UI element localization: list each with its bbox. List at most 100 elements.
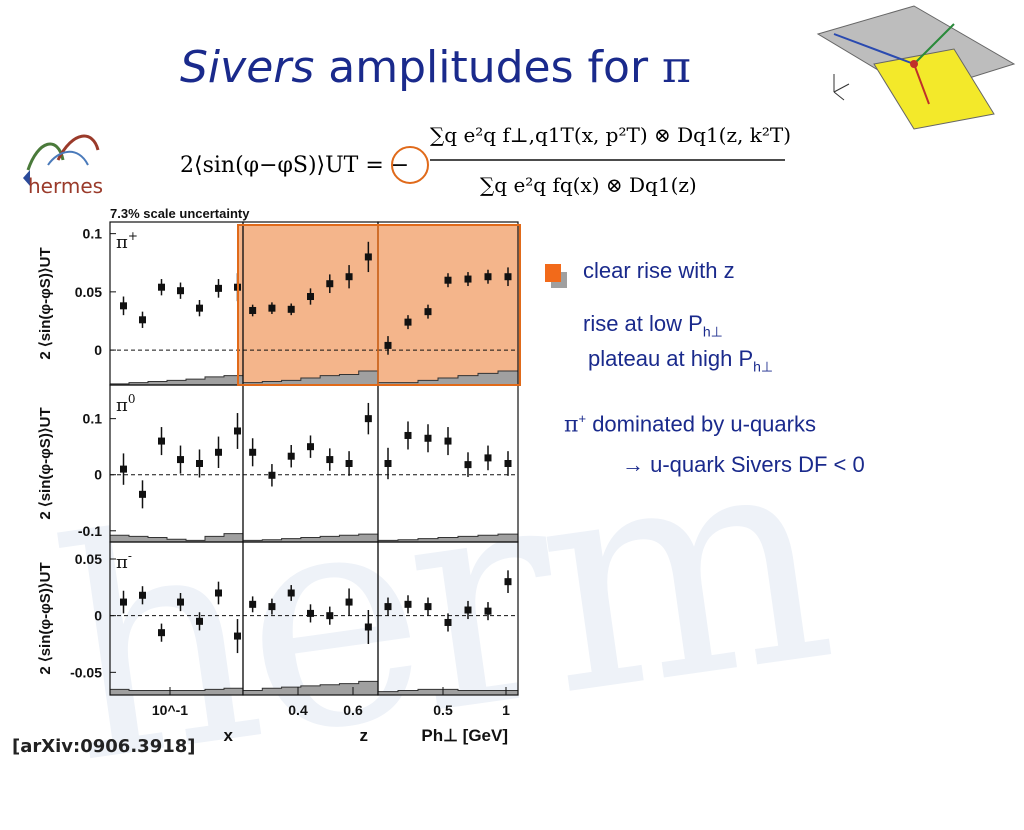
bullet-sivers-df: → u-quark Sivers DF < 0 (622, 452, 865, 478)
data-point (307, 609, 314, 617)
data-point (249, 448, 257, 456)
data-point (196, 617, 203, 625)
slide-title: Sivers amplitudes for π (180, 42, 691, 93)
data-point (158, 629, 165, 637)
y-axis-label: 2 ⟨sin(φ-φS)⟩UT (37, 407, 54, 519)
data-point (364, 623, 372, 631)
data-point (444, 437, 452, 445)
formula-numerator: ∑q e²q f⊥,q1T(x, p²T) ⊗ Dq1(z, k²T) (430, 123, 791, 147)
bullet-rise-low-p-text: rise at low P (583, 311, 703, 336)
x-tick-label: 0.6 (343, 702, 363, 718)
particle-base: π (116, 232, 128, 253)
data-point (215, 448, 222, 456)
data-point (364, 415, 372, 423)
data-point (120, 302, 127, 310)
data-point (444, 618, 452, 626)
data-point (345, 598, 353, 606)
panel-frame (377, 541, 519, 696)
systematic-band (242, 533, 379, 543)
data-point (120, 598, 127, 606)
systematic-band (377, 688, 519, 696)
data-point (326, 456, 334, 464)
systematic-band (109, 533, 244, 543)
data-point (268, 471, 276, 479)
data-point (345, 273, 353, 281)
y-tick-label: 0.1 (83, 226, 103, 242)
x-tick-label: 0.5 (433, 702, 453, 718)
bullet-rise-low-p-sub: h⊥ (702, 323, 723, 340)
y-tick-label: -0.1 (78, 523, 102, 539)
highlight-region (238, 225, 520, 385)
particle-label: π0 (116, 392, 135, 416)
systematic-band (109, 375, 244, 386)
data-point (158, 437, 165, 445)
data-point (287, 589, 295, 597)
data-point (484, 273, 492, 281)
y-tick-label: 0.1 (83, 411, 103, 427)
panel-frame (109, 384, 244, 543)
data-point (424, 603, 432, 611)
systematic-band (109, 687, 244, 696)
bullet-plateau-text: plateau at high P (588, 346, 754, 371)
particle-label: π+ (116, 229, 138, 253)
x-tick-label: 1 (502, 702, 510, 718)
data-point (234, 632, 241, 640)
data-point (424, 308, 432, 316)
y-axis-label: 2 ⟨sin(φ-φS)⟩UT (37, 247, 54, 359)
data-point (177, 598, 184, 606)
x-tick-label: 0.4 (288, 702, 308, 718)
data-point (120, 465, 127, 473)
x-tick-label: 10^-1 (152, 702, 188, 718)
data-point (326, 280, 334, 288)
particle-charge: - (128, 549, 132, 563)
data-point (177, 287, 184, 295)
y-tick-label: 0 (94, 342, 102, 358)
pi-symbol: π (564, 412, 579, 438)
y-tick-label: 0.05 (75, 551, 102, 567)
data-point (484, 607, 492, 615)
x-axis-label: z (360, 726, 369, 745)
particle-base: π (116, 552, 128, 573)
bullet-rise-low-p: rise at low Ph⊥ (583, 311, 723, 340)
title-italic: Sivers (180, 42, 315, 93)
data-point (504, 460, 512, 467)
y-axis-label: 2 ⟨sin(φ-φS)⟩UT (37, 562, 54, 674)
data-point (384, 460, 392, 467)
bullet-plateau-sub: h⊥ (753, 358, 774, 375)
particle-charge: 0 (128, 392, 136, 406)
data-point (464, 275, 472, 283)
data-point (384, 603, 392, 611)
highlight-border (237, 224, 521, 386)
bullet-u-quark-dominance: π+ dominated by u-quarks (564, 411, 816, 437)
data-point (504, 578, 512, 586)
x-axis-label: Ph⊥ [GeV] (421, 726, 508, 745)
data-point (404, 318, 412, 326)
data-point (249, 306, 257, 314)
data-point (464, 606, 472, 614)
citation: [arXiv:0906.3918] (12, 736, 196, 757)
data-point (249, 600, 257, 608)
systematic-band (242, 680, 379, 696)
data-point (139, 316, 146, 324)
systematic-band (377, 370, 519, 386)
title-symbol: π (662, 42, 691, 93)
panel-frame (242, 384, 379, 543)
formula-denominator: ∑q e²q fq(x) ⊗ Dq1(z) (480, 173, 697, 197)
data-point (196, 304, 203, 312)
data-point (268, 603, 276, 611)
data-point (196, 460, 203, 467)
data-point (424, 434, 432, 442)
bullet-plateau-high-p: plateau at high Ph⊥ (588, 346, 773, 375)
data-point (268, 304, 276, 312)
data-point (139, 490, 146, 498)
data-point (484, 454, 492, 462)
panel-frame (109, 221, 244, 386)
particle-label: π- (116, 549, 132, 573)
data-point (307, 293, 314, 301)
particle-base: π (116, 395, 128, 416)
scale-uncertainty-note: 7.3% scale uncertainty (110, 206, 250, 221)
pi-charge: + (578, 411, 587, 426)
data-point (158, 283, 165, 291)
panel-frame (377, 384, 519, 543)
data-point (287, 452, 295, 460)
